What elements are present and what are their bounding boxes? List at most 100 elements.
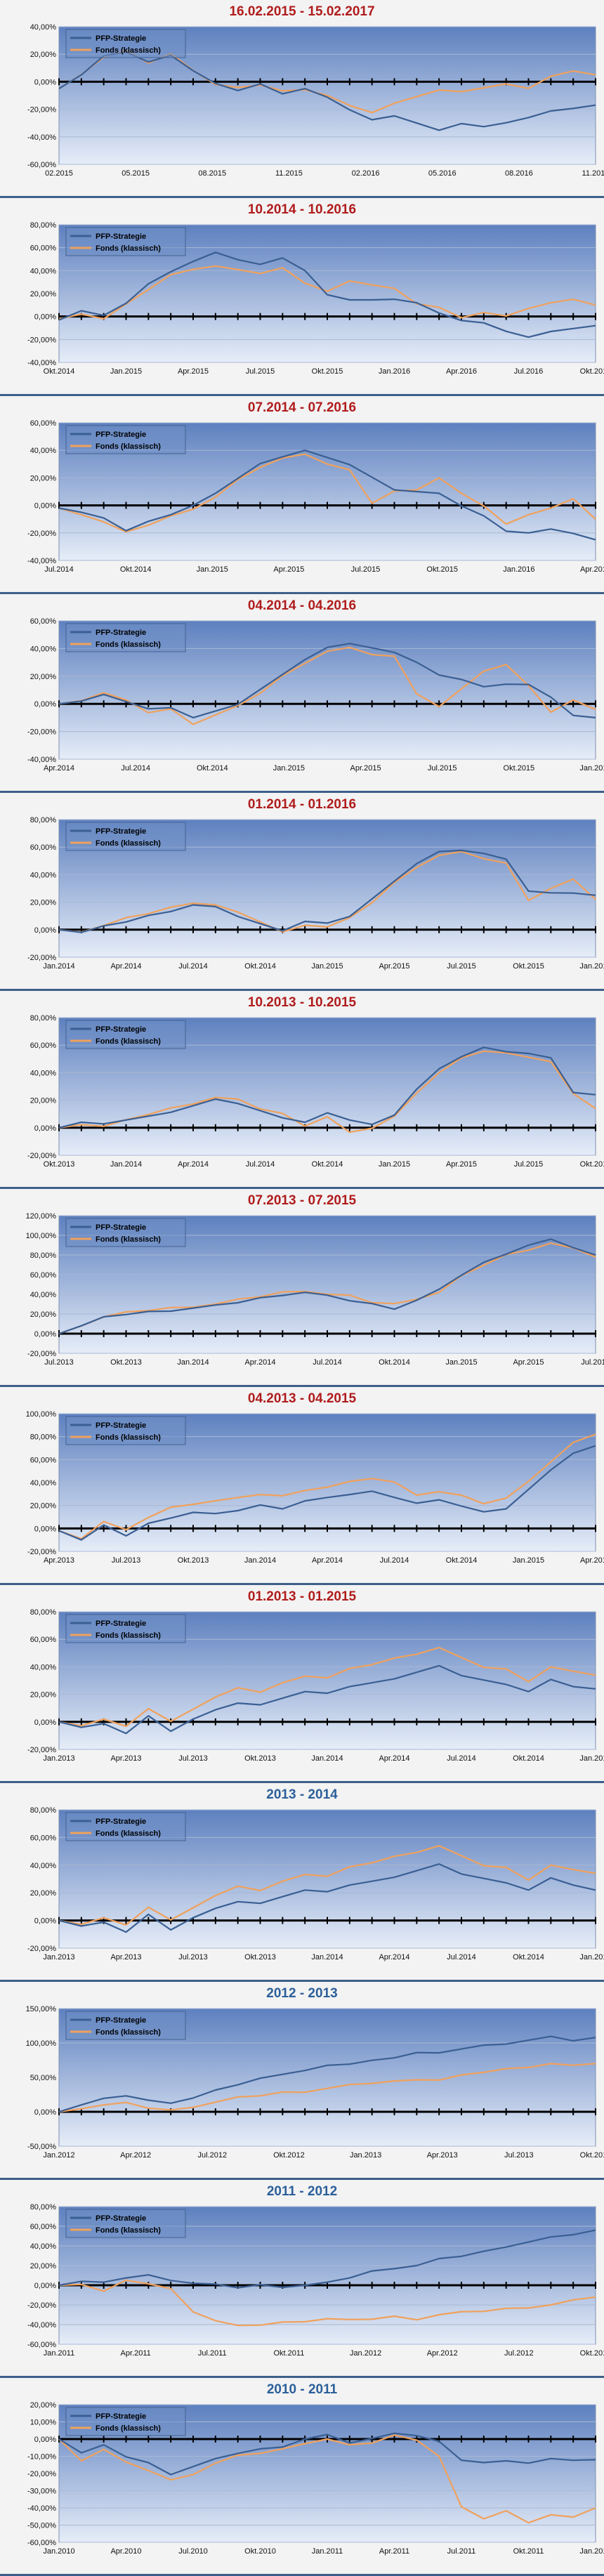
- y-tick-label: 0,00%: [34, 502, 56, 511]
- x-tick-label: 08.2015: [198, 169, 226, 178]
- x-tick-label: Jul.2015: [246, 367, 275, 376]
- x-tick-label: Jul.2012: [197, 2151, 227, 2160]
- x-tick-label: Apr.2013: [110, 1953, 141, 1961]
- y-tick-label: -20,00%: [27, 336, 56, 344]
- y-tick-label: -40,00%: [27, 359, 56, 367]
- chart-title: 01.2014 - 01.2016: [247, 797, 357, 812]
- x-tick-label: 08.2016: [505, 169, 533, 178]
- x-tick-label: Jan.2014: [244, 1556, 276, 1565]
- series-line-strategy: [58, 849, 596, 933]
- x-tick-label: Okt.2014: [513, 1754, 544, 1763]
- x-tick-label: Jan.2015: [513, 1556, 544, 1565]
- chart-panel: 2011 - 2012 80,00% 60,00% 40,00% 20,00% 0,00%…: [0, 2180, 604, 2378]
- series-line-fund: [58, 850, 596, 933]
- x-tick-label: Okt.2016: [580, 367, 604, 376]
- y-tick-label: 60,00%: [30, 843, 57, 852]
- chart-svg: 80,00%60,00%40,00%20,00%0,00%-20,00%Jan.…: [27, 1806, 604, 1961]
- y-tick-label: 0,00%: [34, 2108, 56, 2117]
- x-tick-label: Apr.2014: [379, 1953, 409, 1961]
- legend-box: [65, 2209, 186, 2238]
- x-tick-label: Jan.2016: [503, 565, 534, 574]
- x-tick-label: Jan.2016: [379, 367, 410, 376]
- x-tick-label: Jul.2013: [112, 1556, 141, 1565]
- chart-panel: 07.2013 - 07.2015 120,00% 100,00% 80,00% 60,…: [0, 1189, 604, 1387]
- y-tick-label: 20,00%: [30, 899, 57, 907]
- x-tick-label: Jan.2013: [43, 1754, 74, 1763]
- y-tick-label: -20,00%: [27, 1945, 56, 1953]
- x-tick-label: Apr.2013: [110, 1754, 141, 1763]
- x-tick-label: Jul.2014: [447, 1754, 476, 1763]
- y-tick-label: 60,00%: [30, 617, 57, 626]
- series-line-strategy: [58, 2229, 596, 2289]
- series-line-strategy: [58, 1664, 596, 1735]
- x-tick-label: Jan.2013: [350, 2151, 381, 2160]
- series-line-strategy: [58, 1863, 596, 1933]
- x-tick-label: Jul.2013: [178, 1754, 208, 1763]
- x-tick-label: Okt.2013: [44, 1160, 75, 1169]
- x-tick-label: Jul.2011: [447, 2547, 476, 2556]
- series-line-strategy: [58, 1238, 596, 1335]
- x-tick-label: Okt.2014: [312, 1160, 343, 1169]
- y-tick-label: 0,00%: [34, 78, 56, 86]
- x-tick-label: Jul.2014: [246, 1160, 275, 1169]
- y-tick-label: 60,00%: [30, 419, 57, 428]
- x-tick-label: Jan.2010: [43, 2547, 74, 2556]
- chart-panel: 16.02.2015 - 15.02.2017 40,00% 20,00% 0,00%…: [0, 0, 604, 198]
- x-tick-label: Jul.2012: [504, 2349, 534, 2358]
- x-tick-label: Apr.2015: [580, 1556, 604, 1565]
- y-tick-label: -20,00%: [27, 954, 56, 962]
- chart-title: 10.2013 - 10.2015: [247, 995, 357, 1010]
- series-line-strategy: [58, 1445, 596, 1541]
- y-tick-label: 80,00%: [30, 1806, 57, 1815]
- y-tick-label: 0,00%: [34, 700, 56, 709]
- legend-label: PFP-Strategie: [96, 2412, 146, 2421]
- x-tick-label: Jan.2011: [312, 2547, 343, 2556]
- y-tick-label: -60,00%: [27, 2341, 56, 2349]
- y-tick-label: -60,00%: [27, 161, 56, 169]
- x-tick-label: Okt.2015: [426, 565, 458, 574]
- x-tick-label: Apr.2016: [580, 565, 604, 574]
- chart-panel: 04.2014 - 04.2016 60,00% 40,00% 20,00% 0,00%…: [0, 594, 604, 793]
- legend: PFP-Strategie Fonds (klassisch): [65, 29, 186, 58]
- y-tick-label: -20,00%: [27, 1548, 56, 1556]
- x-tick-label: Apr.2016: [446, 367, 477, 376]
- x-tick-label: 05.2015: [122, 169, 150, 178]
- x-tick-label: Okt.2014: [44, 367, 75, 376]
- x-tick-label: Jul.2014: [121, 764, 150, 773]
- x-tick-label: Jul.2013: [44, 1358, 74, 1367]
- x-tick-label: Okt.2014: [120, 565, 152, 574]
- legend-label: Fonds (klassisch): [96, 46, 161, 55]
- legend-box: [65, 2011, 186, 2040]
- y-tick-label: -10,00%: [27, 2453, 56, 2462]
- y-tick-label: 0,00%: [34, 313, 56, 322]
- y-tick-label: 60,00%: [30, 1456, 57, 1464]
- legend: PFP-Strategie Fonds (klassisch): [65, 1614, 186, 1643]
- y-tick-label: 80,00%: [30, 2203, 57, 2212]
- x-tick-label: Jan.2015: [273, 764, 305, 773]
- legend-label: Fonds (klassisch): [96, 1829, 161, 1838]
- chart-title: 16.02.2015 - 15.02.2017: [229, 4, 375, 19]
- series-line-fund: [58, 265, 596, 320]
- y-tick-label: 40,00%: [30, 645, 57, 653]
- y-tick-label: 100,00%: [26, 2039, 57, 2048]
- x-tick-label: Jul.2013: [504, 2151, 534, 2160]
- y-tick-label: 150,00%: [26, 2005, 57, 2013]
- y-tick-label: 80,00%: [30, 1014, 57, 1023]
- y-tick-label: 40,00%: [30, 1862, 57, 1870]
- x-tick-label: Apr.2014: [110, 962, 141, 971]
- chart-panel: 2013 - 2014 80,00% 60,00% 40,00% 20,00% 0,00%…: [0, 1783, 604, 1982]
- series-line-fund: [58, 1845, 596, 1926]
- y-tick-label: 40,00%: [30, 1663, 57, 1671]
- legend-label: PFP-Strategie: [96, 1421, 146, 1430]
- chart-title: 2011 - 2012: [266, 2184, 338, 2199]
- y-tick-label: 20,00%: [30, 1691, 57, 1700]
- x-tick-label: Apr.2010: [110, 2547, 141, 2556]
- chart-title: 04.2014 - 04.2016: [247, 598, 357, 613]
- legend-label: PFP-Strategie: [96, 629, 146, 637]
- y-tick-label: -60,00%: [27, 2539, 56, 2547]
- x-tick-label: Jul.2016: [514, 367, 544, 376]
- chart-panel: 01.2013 - 01.2015 80,00% 60,00% 40,00% 20,00…: [0, 1585, 604, 1783]
- y-tick-label: 60,00%: [30, 1271, 57, 1280]
- legend-box: [65, 1020, 186, 1049]
- y-tick-label: 0,00%: [34, 1917, 56, 1926]
